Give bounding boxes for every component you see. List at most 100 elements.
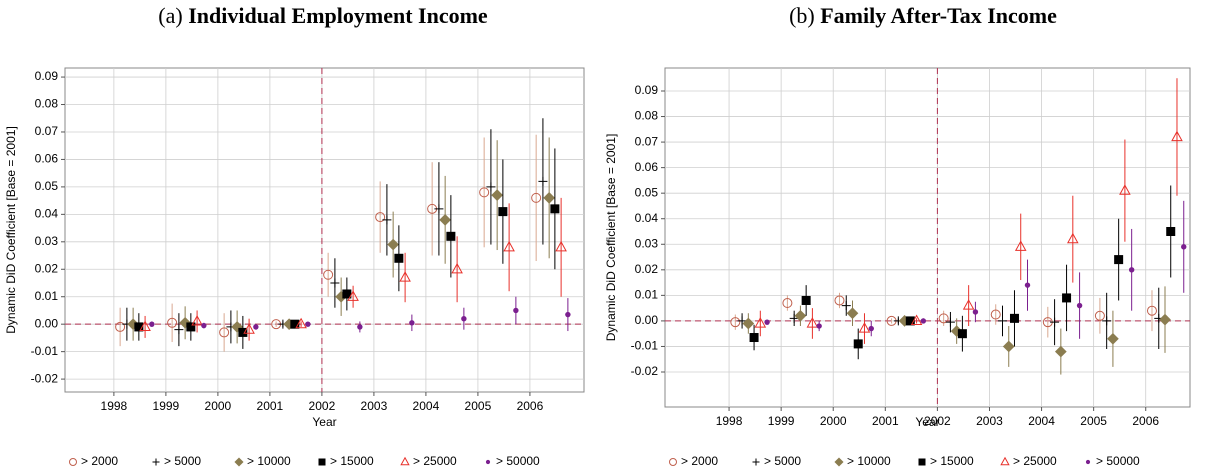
- legend-label: > 2000: [681, 454, 718, 468]
- marker: [318, 458, 326, 466]
- marker: [1119, 184, 1131, 195]
- legend-label: > 5000: [764, 454, 801, 468]
- marker: [742, 317, 755, 330]
- y-tick-label: 0.01: [35, 289, 59, 303]
- y-tick-label: 0.04: [35, 207, 59, 221]
- marker: [990, 309, 1001, 320]
- marker: [1050, 317, 1060, 327]
- y-tick-label: 0.02: [35, 261, 59, 275]
- y-tick-label: 0.05: [635, 185, 659, 199]
- marker: [730, 317, 741, 328]
- marker: [754, 317, 767, 328]
- marker: [550, 204, 560, 214]
- marker: [752, 458, 760, 466]
- marker: [1085, 459, 1091, 465]
- marker: [234, 457, 244, 467]
- marker: [243, 323, 255, 334]
- marker: [910, 314, 923, 326]
- marker: [898, 315, 911, 327]
- panel: (a) Individual Employment Income -0.02 -0.…: [4, 3, 585, 468]
- marker: [565, 311, 571, 318]
- legend-label: > 25000: [1013, 454, 1057, 468]
- x-tick-label: 2002: [924, 414, 951, 428]
- marker: [834, 457, 844, 467]
- marker: [950, 325, 963, 337]
- plot-area: [64, 67, 585, 393]
- y-tick-label: 0.01: [635, 288, 659, 302]
- panel: (b) Family After-Tax Income -0.02 -0.01 0.0…: [604, 3, 1191, 468]
- marker: [957, 329, 967, 339]
- x-axis-title: Year: [312, 415, 336, 429]
- x-tick-label: 2004: [1028, 414, 1055, 428]
- marker: [174, 325, 184, 335]
- title-text: Individual Employment Income: [188, 3, 488, 28]
- marker: [69, 458, 77, 466]
- marker: [399, 271, 411, 282]
- marker: [357, 324, 363, 330]
- marker: [998, 316, 1007, 326]
- marker: [439, 213, 451, 226]
- legend-label: > 10000: [847, 454, 891, 468]
- marker: [434, 204, 444, 214]
- marker: [938, 313, 949, 324]
- marker: [920, 318, 927, 324]
- x-tick-label: 2002: [309, 399, 336, 413]
- legend-label: > 5000: [164, 454, 201, 468]
- marker: [543, 192, 556, 204]
- x-tick-label: 2003: [976, 414, 1003, 428]
- panel-title: (a) Individual Employment Income: [158, 3, 488, 28]
- marker: [1062, 293, 1072, 303]
- marker: [555, 240, 567, 252]
- marker: [115, 321, 126, 332]
- y-tick-label: 0.08: [635, 109, 659, 123]
- marker: [1171, 130, 1183, 142]
- marker: [782, 298, 793, 309]
- marker: [918, 458, 926, 466]
- y-tick-label: 0.00: [35, 316, 59, 330]
- marker: [409, 320, 415, 326]
- marker: [764, 319, 770, 325]
- marker: [191, 314, 203, 326]
- marker: [238, 327, 248, 337]
- marker: [446, 231, 456, 241]
- marker: [152, 458, 160, 466]
- y-tick-label: -0.02: [31, 371, 59, 385]
- marker: [1014, 240, 1027, 251]
- x-tick-label: 1998: [716, 414, 743, 428]
- marker: [1159, 313, 1171, 326]
- marker: [1024, 282, 1031, 288]
- y-tick-label: -0.01: [631, 339, 659, 353]
- marker: [149, 321, 155, 327]
- x-tick-label: 2001: [257, 399, 284, 413]
- marker: [1002, 340, 1015, 353]
- marker: [816, 323, 822, 329]
- legend-label: > 10000: [247, 454, 291, 468]
- marker: [538, 176, 548, 186]
- marker: [905, 316, 915, 326]
- x-tick-label: 2000: [820, 414, 847, 428]
- marker: [375, 212, 386, 223]
- marker: [806, 317, 819, 328]
- y-tick-label: -0.01: [31, 344, 59, 358]
- marker: [834, 295, 845, 306]
- marker: [305, 321, 311, 327]
- x-tick-label: 1998: [101, 399, 128, 413]
- marker: [167, 317, 178, 328]
- marker: [127, 318, 139, 331]
- marker: [841, 301, 851, 311]
- marker: [186, 322, 196, 332]
- marker: [451, 262, 463, 274]
- title-text: Family After-Tax Income: [820, 3, 1057, 28]
- x-tick-label: 2001: [872, 414, 899, 428]
- marker: [945, 317, 955, 327]
- panel-title: (b) Family After-Tax Income: [789, 3, 1057, 28]
- marker: [387, 238, 399, 251]
- marker: [219, 327, 230, 338]
- marker: [394, 253, 404, 263]
- x-tick-label: 1999: [153, 399, 180, 413]
- y-tick-label: 0.05: [35, 179, 59, 193]
- y-tick-label: 0.06: [635, 160, 659, 174]
- y-tick-label: 0.03: [35, 234, 59, 248]
- marker: [669, 458, 677, 466]
- marker: [1102, 316, 1112, 326]
